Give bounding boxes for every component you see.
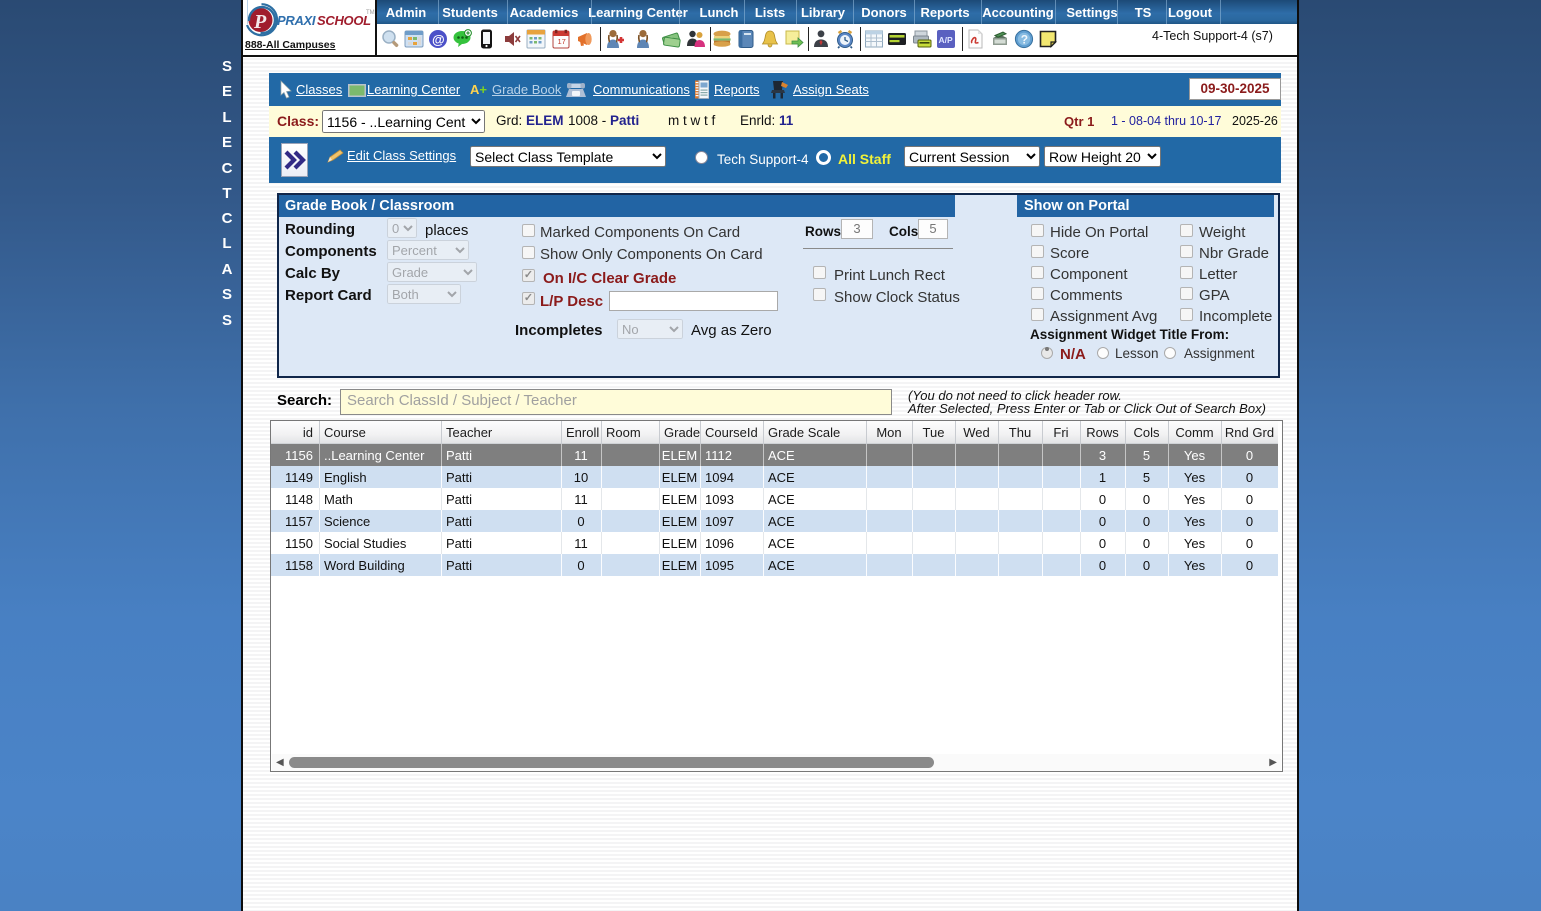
svg-text:SCHOOL: SCHOOL: [317, 13, 371, 28]
svg-text:PRAXI: PRAXI: [277, 13, 316, 28]
svg-text:?: ?: [1021, 33, 1028, 47]
svg-text:17: 17: [558, 37, 566, 46]
svg-text:@: @: [432, 32, 445, 47]
svg-text:P: P: [253, 11, 267, 33]
svg-text:TM: TM: [366, 10, 375, 16]
svg-text:A/P: A/P: [939, 35, 954, 45]
